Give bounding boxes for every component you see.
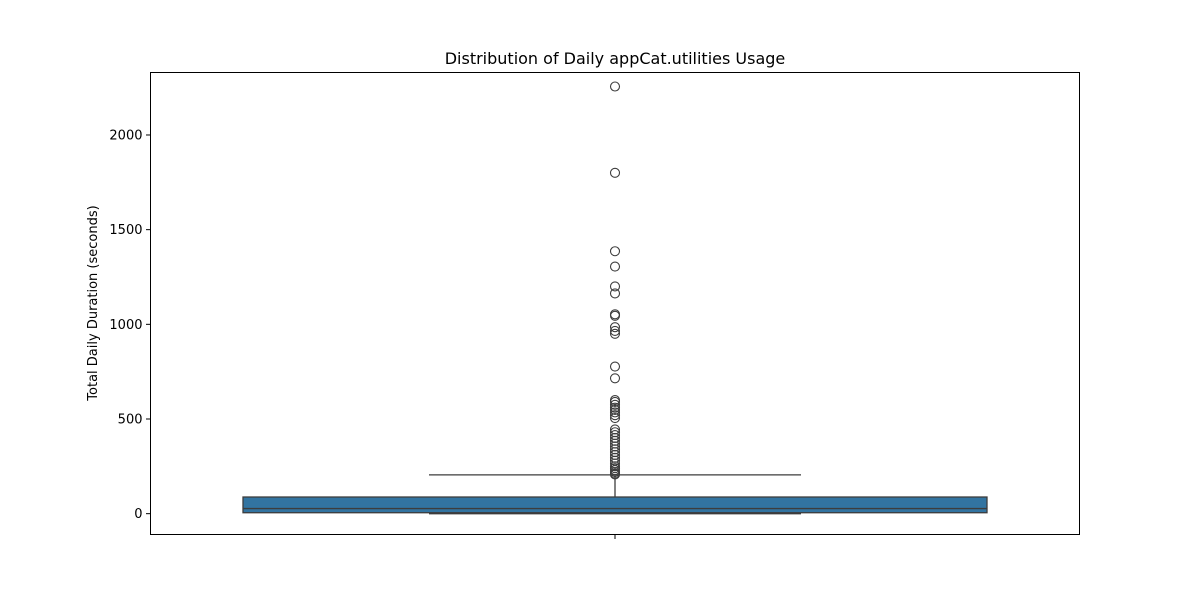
outlier-point	[611, 362, 620, 371]
interquartile-box	[243, 497, 987, 513]
y-tick-label: 1000	[109, 318, 142, 333]
y-axis-label: Total Daily Duration (seconds)	[86, 205, 101, 401]
outlier-point	[611, 374, 620, 383]
plot-marks	[243, 82, 987, 514]
outlier-point	[611, 247, 620, 256]
outlier-point	[611, 262, 620, 271]
outlier-point	[611, 168, 620, 177]
y-tick-label: 2000	[109, 128, 142, 143]
y-tick-label: 0	[134, 507, 142, 522]
y-tick-label: 500	[118, 413, 143, 428]
chart-title: Distribution of Daily appCat.utilities U…	[445, 49, 786, 68]
y-tick-label: 1500	[109, 223, 142, 238]
outlier-point	[611, 82, 620, 91]
axes: 0 500 1000 1500 2000	[109, 128, 615, 539]
outlier-point	[611, 289, 620, 298]
